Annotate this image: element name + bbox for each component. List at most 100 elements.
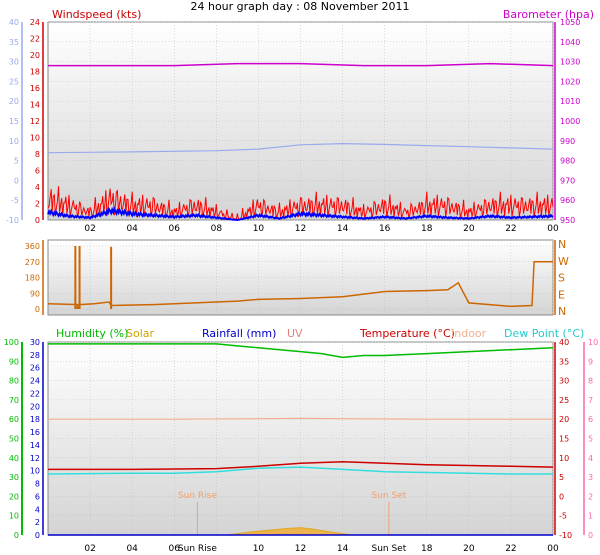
windspeed-tick-label: 14	[30, 101, 40, 110]
barometer-tick-label: 1020	[560, 77, 580, 86]
sun-marker-label: Sun Rise	[178, 491, 217, 501]
windspeed-tick-label: 18	[30, 68, 40, 77]
barometer-tick-label: 1010	[560, 97, 580, 106]
barometer-line	[48, 62, 554, 67]
outer-left-tick-label: 40	[9, 18, 19, 27]
sun-marker-label: Sun Set	[371, 491, 406, 501]
temperature-line-top	[47, 142, 554, 154]
windspeed-tick-label: 0	[35, 216, 40, 225]
dewpoint-label: Dew Point (°C)	[504, 327, 584, 340]
uv-tick-label: 5	[588, 435, 593, 444]
uv-tick-label: 9	[588, 357, 593, 366]
windspeed-tick-label: 20	[30, 51, 40, 60]
rainfall-label: Rainfall (mm)	[202, 327, 276, 340]
indoor-label: Indoor	[451, 327, 487, 340]
temp-x-tick-label: 14	[337, 544, 349, 554]
humidity-tick-label: 80	[9, 377, 19, 386]
uv-label: UV	[287, 327, 303, 340]
winddir-tick-label: 360	[25, 242, 40, 251]
winddir-tick-label: 180	[25, 274, 40, 283]
temp-x-tick-label: Sun Set	[371, 544, 406, 554]
windspeed-tick-label: 4	[35, 183, 40, 192]
outer-left-tick-label: 5	[14, 157, 19, 166]
wind-x-tick-label: 16	[379, 224, 391, 234]
barometer-tick-label: 950	[560, 216, 575, 225]
compass-tick-label: N	[558, 305, 566, 318]
rainfall-tick-label: 20	[30, 402, 40, 411]
windspeed-tick-label: 12	[30, 117, 40, 126]
wind-direction-line	[47, 261, 553, 308]
compass-tick-label: E	[558, 288, 565, 301]
wind-x-tick-label: 08	[211, 224, 223, 234]
temperature-tick-label: 15	[559, 435, 569, 444]
rainfall-tick-label: 24	[30, 377, 40, 386]
rainfall-tick-label: 6	[35, 492, 40, 501]
uv-tick-label: 10	[588, 338, 598, 347]
uv-tick-label: 4	[588, 454, 593, 463]
compass-tick-label: S	[558, 272, 565, 285]
temp-x-tick-label: 18	[421, 544, 433, 554]
outer-left-tick-label: 30	[9, 58, 19, 67]
windspeed-axis-label: Windspeed (kts)	[52, 8, 141, 21]
humidity-tick-label: 40	[9, 454, 19, 463]
outer-left-tick-label: 15	[9, 117, 19, 126]
humidity-tick-label: 0	[14, 531, 19, 540]
wind-grid	[48, 21, 554, 221]
rainfall-tick-label: 12	[30, 454, 40, 463]
uv-tick-label: 3	[588, 473, 593, 482]
wind-x-tick-label: 06	[169, 224, 181, 234]
barometer-tick-label: 980	[560, 157, 575, 166]
wind-x-tick-label: 22	[505, 224, 516, 234]
barometer-tick-label: 960	[560, 196, 575, 205]
windspeed-tick-label: 10	[30, 134, 40, 143]
temp-x-tick-label: 10	[253, 544, 265, 554]
wind-gust-line	[47, 186, 554, 221]
wind-x-tick-label: 00	[547, 224, 559, 234]
rainfall-tick-label: 4	[35, 505, 40, 514]
indoor-temperature-line	[48, 417, 553, 420]
compass-tick-label: W	[558, 255, 569, 268]
rainfall-tick-label: 30	[30, 338, 40, 347]
rainfall-tick-label: 8	[35, 480, 40, 489]
winddir-tick-label: 0	[35, 305, 40, 314]
temperature-tick-label: 20	[559, 415, 569, 424]
windspeed-tick-label: 2	[35, 200, 40, 209]
temp-x-tick-label: 06	[169, 544, 181, 554]
outer-left-tick-label: 20	[9, 97, 19, 106]
wind-x-tick-label: 10	[253, 224, 265, 234]
temperature-tick-label: 25	[559, 396, 569, 405]
windspeed-tick-label: 8	[35, 150, 40, 159]
temp-x-tick-label: 20	[463, 544, 475, 554]
temperature-tick-label: -10	[559, 531, 572, 540]
barometer-tick-label: 970	[560, 176, 575, 185]
wind-axes: 02 04 06 08 10 12 14 16 18 20 22 002422201816141210…	[6, 18, 580, 234]
temperature-tick-label: 10	[559, 454, 569, 463]
temperature-line	[48, 460, 554, 471]
wind-x-tick-label: 02	[84, 224, 95, 234]
temperature-tick-label: 0	[559, 492, 564, 501]
wind-x-tick-label: 20	[463, 224, 475, 234]
outer-left-tick-label: 25	[9, 77, 19, 86]
temperature-tick-label: 35	[559, 357, 569, 366]
temp-series: Sun Rise Sun Set	[47, 343, 554, 536]
rainfall-tick-label: 16	[30, 428, 40, 437]
solar-area	[226, 527, 354, 536]
temp-x-tick-label: 22	[505, 544, 516, 554]
humidity-label: Humidity (%)	[56, 327, 128, 340]
barometer-tick-label: 1000	[560, 117, 580, 126]
temp-x-tick-label: 12	[295, 544, 306, 554]
winddir-series	[47, 246, 553, 309]
rainfall-tick-label: 28	[30, 351, 40, 360]
rainfall-tick-label: 0	[35, 531, 40, 540]
barometer-tick-label: 1030	[560, 58, 580, 67]
rainfall-tick-label: 26	[30, 364, 40, 373]
wind-x-tick-label: 12	[295, 224, 306, 234]
page-title: 24 hour graph day : 08 November 2011	[190, 0, 410, 13]
temperature-tick-label: 40	[559, 338, 569, 347]
solar-label: Solar	[126, 327, 155, 340]
outer-left-tick-label: 10	[9, 137, 19, 146]
barometer-tick-label: 990	[560, 137, 575, 146]
